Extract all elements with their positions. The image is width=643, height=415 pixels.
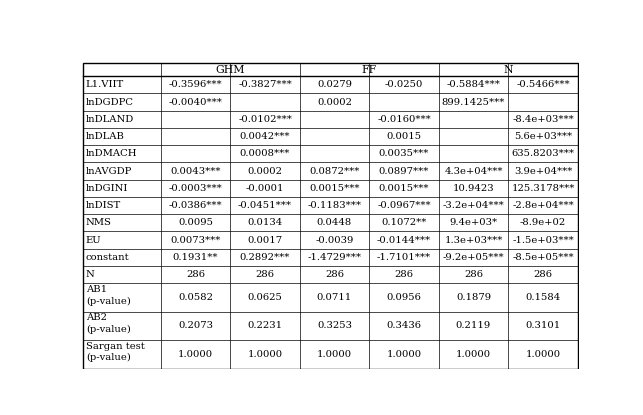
Text: 0.0008***: 0.0008*** xyxy=(240,149,290,159)
Text: 635.8203***: 635.8203*** xyxy=(511,149,574,159)
Text: 0.2231: 0.2231 xyxy=(248,322,282,330)
Text: -0.0003***: -0.0003*** xyxy=(168,184,222,193)
Text: 1.0000: 1.0000 xyxy=(178,350,213,359)
Text: 0.0872***: 0.0872*** xyxy=(309,166,359,176)
Text: -1.5e+03***: -1.5e+03*** xyxy=(512,236,574,244)
Text: 0.2892***: 0.2892*** xyxy=(240,253,290,262)
Text: 0.0134: 0.0134 xyxy=(248,218,283,227)
Text: -8.5e+05***: -8.5e+05*** xyxy=(512,253,574,262)
Text: constant: constant xyxy=(86,253,129,262)
Text: 0.1584: 0.1584 xyxy=(525,293,561,302)
Text: 1.0000: 1.0000 xyxy=(456,350,491,359)
Text: 0.0017: 0.0017 xyxy=(248,236,282,244)
Text: 0.2073: 0.2073 xyxy=(178,322,213,330)
Text: 0.0035***: 0.0035*** xyxy=(379,149,429,159)
Text: 0.1072**: 0.1072** xyxy=(381,218,427,227)
Text: -0.0451***: -0.0451*** xyxy=(238,201,292,210)
Text: -0.0144***: -0.0144*** xyxy=(377,236,431,244)
Text: -0.0386***: -0.0386*** xyxy=(168,201,222,210)
Text: 0.2119: 0.2119 xyxy=(456,322,491,330)
Text: 0.0625: 0.0625 xyxy=(248,293,282,302)
Text: lnDIST: lnDIST xyxy=(86,201,121,210)
Text: lnDLAB: lnDLAB xyxy=(86,132,125,141)
Text: 0.0015***: 0.0015*** xyxy=(309,184,359,193)
Text: -8.4e+03***: -8.4e+03*** xyxy=(512,115,574,124)
Text: 899.1425***: 899.1425*** xyxy=(442,98,505,107)
Text: -2.8e+04***: -2.8e+04*** xyxy=(512,201,574,210)
Text: 9.4e+03*: 9.4e+03* xyxy=(449,218,498,227)
Text: -0.0001: -0.0001 xyxy=(246,184,284,193)
Text: 0.3436: 0.3436 xyxy=(386,322,421,330)
Text: -0.5466***: -0.5466*** xyxy=(516,80,570,89)
Text: 0.3253: 0.3253 xyxy=(317,322,352,330)
Text: 0.0956: 0.0956 xyxy=(386,293,421,302)
Text: 1.0000: 1.0000 xyxy=(386,350,422,359)
Text: 0.0095: 0.0095 xyxy=(178,218,213,227)
Text: NMS: NMS xyxy=(86,218,112,227)
Text: -0.0040***: -0.0040*** xyxy=(168,98,222,107)
Text: 1.0000: 1.0000 xyxy=(525,350,561,359)
Text: 0.0448: 0.0448 xyxy=(317,218,352,227)
Text: 1.0000: 1.0000 xyxy=(248,350,282,359)
Text: 0.0711: 0.0711 xyxy=(317,293,352,302)
Text: -0.0250: -0.0250 xyxy=(385,80,423,89)
Text: 0.0015: 0.0015 xyxy=(386,132,422,141)
Text: -0.3827***: -0.3827*** xyxy=(238,80,292,89)
Text: 0.3101: 0.3101 xyxy=(525,322,561,330)
Text: 0.0042***: 0.0042*** xyxy=(240,132,290,141)
Text: AB2
(p-value): AB2 (p-value) xyxy=(86,313,131,334)
Text: 3.9e+04***: 3.9e+04*** xyxy=(514,166,572,176)
Text: 0.0279: 0.0279 xyxy=(317,80,352,89)
Text: 286: 286 xyxy=(534,270,552,279)
Text: 0.0043***: 0.0043*** xyxy=(170,166,221,176)
Text: 125.3178***: 125.3178*** xyxy=(511,184,575,193)
Text: -0.0160***: -0.0160*** xyxy=(377,115,431,124)
Text: 0.0582: 0.0582 xyxy=(178,293,213,302)
Text: -3.2e+04***: -3.2e+04*** xyxy=(442,201,504,210)
Text: lnDGINI: lnDGINI xyxy=(86,184,128,193)
Text: -0.0039: -0.0039 xyxy=(315,236,354,244)
Text: lnDMACH: lnDMACH xyxy=(86,149,138,159)
Text: 0.0002: 0.0002 xyxy=(317,98,352,107)
Text: 286: 286 xyxy=(186,270,205,279)
Text: GHM: GHM xyxy=(215,65,245,75)
Text: 0.0002: 0.0002 xyxy=(248,166,282,176)
Text: -0.3596***: -0.3596*** xyxy=(168,80,222,89)
Text: -9.2e+05***: -9.2e+05*** xyxy=(442,253,504,262)
Text: -0.0102***: -0.0102*** xyxy=(238,115,292,124)
Text: lnAVGDP: lnAVGDP xyxy=(86,166,132,176)
Text: -1.4729***: -1.4729*** xyxy=(307,253,361,262)
Text: -0.1183***: -0.1183*** xyxy=(307,201,361,210)
Text: 286: 286 xyxy=(325,270,344,279)
Text: 286: 286 xyxy=(464,270,483,279)
Text: lnDLAND: lnDLAND xyxy=(86,115,134,124)
Text: lnDGDPC: lnDGDPC xyxy=(86,98,134,107)
Text: 286: 286 xyxy=(395,270,413,279)
Text: 1.3e+03***: 1.3e+03*** xyxy=(444,236,503,244)
Text: 0.1931**: 0.1931** xyxy=(173,253,218,262)
Text: AB1
(p-value): AB1 (p-value) xyxy=(86,285,131,305)
Text: FF: FF xyxy=(361,65,377,75)
Text: 286: 286 xyxy=(255,270,275,279)
Text: -8.9e+02: -8.9e+02 xyxy=(520,218,566,227)
Text: 0.1879: 0.1879 xyxy=(456,293,491,302)
Text: 10.9423: 10.9423 xyxy=(453,184,494,193)
Text: N: N xyxy=(503,65,513,75)
Text: L1.VIIT: L1.VIIT xyxy=(86,80,124,89)
Text: -0.5884***: -0.5884*** xyxy=(446,80,500,89)
Text: 0.0073***: 0.0073*** xyxy=(170,236,221,244)
Text: 4.3e+04***: 4.3e+04*** xyxy=(444,166,503,176)
Text: 1.0000: 1.0000 xyxy=(317,350,352,359)
Text: Sargan test
(p-value): Sargan test (p-value) xyxy=(86,342,145,362)
Text: -1.7101***: -1.7101*** xyxy=(377,253,431,262)
Text: 0.0897***: 0.0897*** xyxy=(379,166,429,176)
Text: -0.0967***: -0.0967*** xyxy=(377,201,431,210)
Text: N: N xyxy=(86,270,95,279)
Text: 0.0015***: 0.0015*** xyxy=(379,184,430,193)
Text: 5.6e+03***: 5.6e+03*** xyxy=(514,132,572,141)
Text: EU: EU xyxy=(86,236,102,244)
